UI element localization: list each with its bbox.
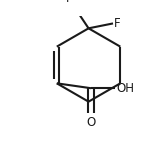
Text: F: F <box>66 0 73 5</box>
Text: OH: OH <box>117 82 135 95</box>
Text: F: F <box>114 17 121 30</box>
Text: O: O <box>86 116 96 129</box>
